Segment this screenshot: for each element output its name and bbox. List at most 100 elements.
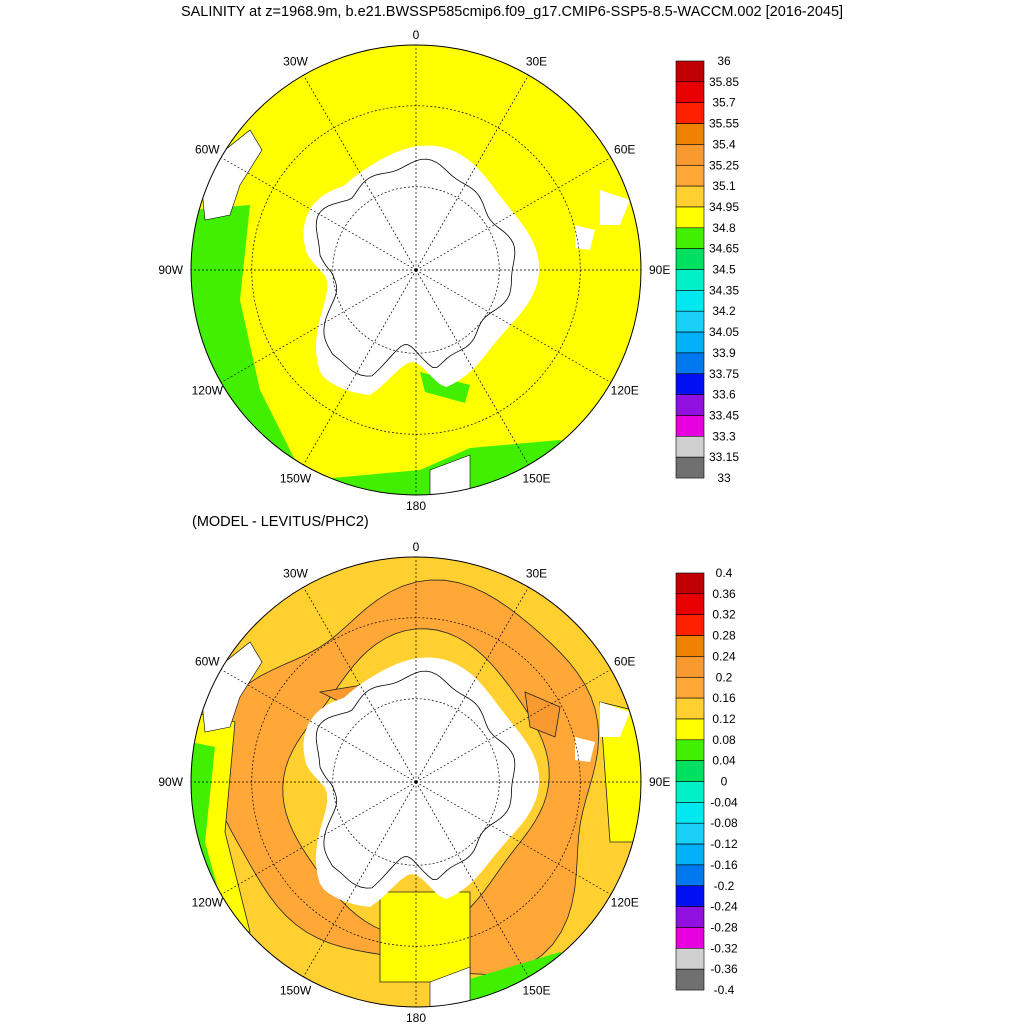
- longitude-label-150e: 150E: [522, 984, 550, 998]
- colorbar-label: -0.04: [710, 795, 738, 809]
- meridian-line: [415, 781, 529, 978]
- colorbar-label: 0.08: [712, 733, 736, 747]
- longitude-label-90w: 90W: [158, 775, 183, 789]
- longitude-label-60e: 60E: [614, 655, 635, 669]
- colorbar-label: 0: [721, 775, 728, 789]
- south-pole-marker: [414, 780, 418, 784]
- meridian-line: [415, 669, 612, 783]
- colorbar-label: 35.4: [712, 137, 736, 151]
- new-zealand-land: [429, 454, 471, 495]
- colorbar-cell: [675, 248, 705, 270]
- colorbar-cell: [675, 456, 705, 479]
- graticule-1: [191, 557, 641, 1007]
- meridian-line: [303, 269, 417, 466]
- longitude-label-120e: 120E: [611, 384, 639, 398]
- colorbar-label: 0.32: [712, 608, 736, 622]
- latitude-circle: [332, 186, 500, 354]
- colorbar-label: 35.7: [712, 96, 736, 110]
- land-patch: [575, 737, 595, 762]
- field-band: [420, 372, 470, 403]
- colorbar-label: 0.16: [712, 691, 736, 705]
- chart-title: SALINITY at z=1968.9m, b.e21.BWSSP585cmi…: [180, 4, 844, 20]
- colorbar-cell: [675, 310, 705, 333]
- colorbar-cell: [675, 269, 705, 291]
- field-band: [379, 891, 471, 983]
- colorbar-label: 35.55: [709, 117, 739, 131]
- colorbar-label: 33.6: [712, 388, 736, 402]
- meridian-line: [415, 269, 529, 466]
- south-pole-marker: [414, 268, 418, 272]
- colorbar-cell: [675, 415, 705, 437]
- colorbar-label: 33.45: [709, 409, 739, 423]
- difference-map-panel: 0 30E 60E 90E 120E 150E 180 150W 120W 90W 60W 30W 0.…: [158, 540, 738, 1024]
- graticule-0: [191, 45, 641, 495]
- colorbar-label: 0.28: [712, 629, 736, 643]
- colorbar-cell: [675, 394, 705, 416]
- colorbar-label: 34.65: [709, 242, 739, 256]
- colorbar-cell: [675, 165, 705, 187]
- longitude-labels-1: 0 30E 60E 90E 120E 150E 180 150W 120W 90W 60W 30W: [158, 540, 670, 1024]
- colorbar-cell: [675, 373, 705, 395]
- colorbar-cell: [675, 206, 705, 229]
- new-zealand-land: [429, 966, 471, 1007]
- colorbar-label: 34.35: [709, 283, 739, 297]
- colorbar-label: 34.95: [709, 200, 739, 214]
- colorbar-label: -0.36: [710, 962, 738, 976]
- colorbar-cell: [675, 843, 705, 866]
- colorbar-cell: [675, 435, 705, 458]
- meridian-line: [415, 269, 612, 383]
- polar-map-1: 0 30E 60E 90E 120E 150E 180 150W 120W 90W 60W 30W 0.…: [158, 540, 738, 1024]
- meridian-line: [303, 74, 417, 271]
- colorbar-cell: [675, 677, 705, 699]
- longitude-label-180: 180: [406, 1011, 426, 1024]
- colorbar-cell: [675, 144, 705, 166]
- longitude-label-90w: 90W: [158, 263, 183, 277]
- longitude-label-180: 180: [406, 499, 426, 512]
- south-america-land: [199, 641, 263, 733]
- longitude-label-90e: 90E: [649, 263, 670, 277]
- colorbar-cell: [675, 81, 705, 103]
- colorbar-label: 0.24: [712, 649, 736, 663]
- colorbar-label: 33: [717, 471, 731, 485]
- colorbar-cell: [675, 123, 705, 145]
- colorbar-cell: [675, 635, 705, 657]
- colorbar-label: 0.04: [712, 754, 736, 768]
- colorbar-cell: [675, 227, 705, 249]
- colorbar-cell: [675, 760, 705, 782]
- longitude-label-120w: 120W: [192, 896, 224, 910]
- colorbar-label: 0.2: [716, 670, 733, 684]
- salinity-map-panel: 0 30E 60E 90E 120E 150E 180 150W 120W 90W 60W 30W 36…: [158, 28, 739, 512]
- meridian-line: [303, 781, 417, 978]
- longitude-label-120w: 120W: [192, 384, 224, 398]
- latitude-circle: [332, 698, 500, 866]
- colorbar-cell: [675, 718, 705, 741]
- colorbar-0: 36 35.85 35.7 35.55 35.4 35.25 35.1 34.95 34.8 34…: [675, 54, 739, 485]
- meridian-line: [220, 269, 417, 383]
- colorbar-label: 35.1: [712, 179, 736, 193]
- colorbar-label: -0.16: [710, 858, 738, 872]
- meridian-line: [415, 157, 612, 271]
- colorbar-label: -0.12: [710, 837, 738, 851]
- longitude-label-30w: 30W: [283, 566, 308, 580]
- longitude-label-0: 0: [413, 540, 420, 554]
- colorbar-label: -0.2: [714, 879, 735, 893]
- colorbar-cell: [675, 781, 705, 803]
- colorbar-cell: [675, 102, 705, 124]
- colorbar-cell: [675, 927, 705, 949]
- colorbar-cell: [675, 864, 705, 887]
- longitude-label-150w: 150W: [280, 984, 312, 998]
- colorbar-label: -0.28: [710, 921, 738, 935]
- land-patch: [600, 190, 630, 225]
- colorbar-cell: [675, 60, 705, 83]
- longitude-label-90e: 90E: [649, 775, 670, 789]
- colorbar-label: 34.5: [712, 263, 736, 277]
- colorbar-cell: [675, 947, 705, 970]
- colorbar-label: 0.4: [716, 566, 733, 580]
- colorbar-label: 33.9: [712, 346, 736, 360]
- colorbar-cell: [675, 802, 705, 824]
- longitude-label-60w: 60W: [195, 655, 220, 669]
- longitude-label-150e: 150E: [522, 472, 550, 486]
- colorbar-label: 35.25: [709, 158, 739, 172]
- meridian-line: [303, 586, 417, 783]
- colorbar-cell: [675, 656, 705, 678]
